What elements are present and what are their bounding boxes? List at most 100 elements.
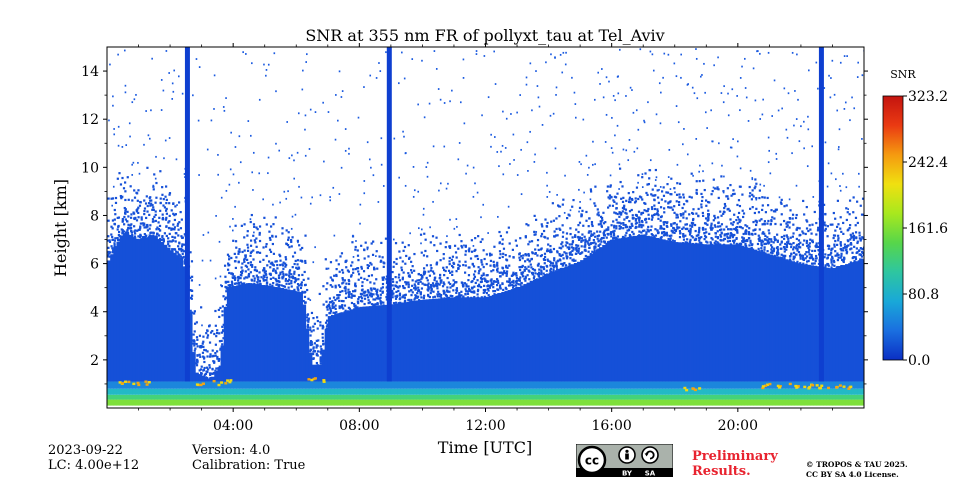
signal-speckle bbox=[165, 212, 169, 215]
surface-layer bbox=[681, 388, 685, 395]
signal-speckle bbox=[640, 196, 643, 199]
surface-layer bbox=[583, 381, 587, 389]
noise-speck bbox=[457, 158, 460, 161]
signal-speckle bbox=[797, 243, 801, 246]
signal-speckle bbox=[445, 289, 448, 292]
signal-speckle bbox=[774, 222, 777, 226]
signal-speckle bbox=[282, 274, 285, 277]
signal-speckle bbox=[597, 214, 600, 217]
signal-speckle bbox=[397, 286, 400, 289]
signal-speckle bbox=[303, 270, 306, 274]
surface-layer bbox=[838, 394, 843, 400]
signal-speckle bbox=[366, 289, 370, 292]
surface-layer bbox=[498, 381, 502, 389]
signal-speckle bbox=[654, 213, 657, 216]
signal-speckle bbox=[420, 251, 423, 254]
signal-speckle bbox=[832, 236, 835, 240]
signal-speckle bbox=[638, 234, 641, 237]
signal-speckle bbox=[286, 243, 290, 247]
surface-layer bbox=[381, 388, 385, 395]
signal-speckle bbox=[460, 290, 463, 293]
signal-speckle bbox=[244, 256, 247, 259]
signal-speckle bbox=[357, 302, 360, 305]
signal-speckle bbox=[418, 279, 421, 282]
noise-speck bbox=[706, 127, 708, 129]
surface-layer bbox=[781, 381, 786, 389]
signal-speckle bbox=[464, 264, 467, 267]
surface-layer bbox=[775, 399, 780, 406]
signal-speckle bbox=[659, 225, 662, 228]
signal-speckle bbox=[296, 239, 299, 242]
noise-speck bbox=[306, 53, 308, 56]
signal-speckle bbox=[460, 294, 463, 297]
surface-layer bbox=[283, 381, 288, 389]
signal-speckle bbox=[181, 248, 184, 252]
signal-speckle bbox=[337, 294, 340, 297]
noise-speck bbox=[829, 96, 832, 99]
signal-speckle bbox=[646, 228, 649, 231]
surface-layer bbox=[750, 399, 755, 406]
surface-layer bbox=[201, 388, 206, 395]
noise-speck bbox=[564, 174, 566, 177]
signal-speckle bbox=[577, 238, 581, 242]
noise-speck bbox=[696, 97, 699, 100]
surface-layer bbox=[485, 388, 490, 395]
signal-speckle bbox=[189, 296, 193, 299]
surface-layer bbox=[135, 388, 139, 395]
signal-speckle bbox=[580, 245, 583, 248]
signal-speckle bbox=[206, 336, 209, 339]
signal-speckle bbox=[320, 351, 323, 354]
signal-speckle bbox=[760, 244, 764, 247]
signal-speckle bbox=[805, 239, 809, 243]
surface-layer bbox=[214, 381, 218, 389]
signal-speckle bbox=[834, 250, 837, 253]
noise-speck bbox=[422, 213, 425, 216]
signal-speckle bbox=[350, 264, 353, 267]
signal-speckle bbox=[395, 290, 398, 293]
noise-speck bbox=[759, 118, 762, 120]
surface-layer bbox=[756, 381, 761, 389]
surface-layer bbox=[170, 399, 174, 406]
signal-speckle bbox=[540, 223, 543, 226]
signal-speckle bbox=[448, 256, 451, 260]
noise-speck bbox=[795, 184, 798, 187]
surface-layer bbox=[640, 388, 644, 395]
signal-speckle bbox=[549, 248, 552, 251]
surface-layer bbox=[526, 394, 531, 400]
surface-layer bbox=[129, 388, 133, 395]
signal-speckle bbox=[287, 238, 290, 241]
surface-layer bbox=[832, 394, 837, 400]
signal-speckle bbox=[527, 254, 531, 257]
signal-speckle bbox=[505, 231, 509, 234]
signal-speckle bbox=[319, 358, 322, 362]
signal-speckle bbox=[646, 209, 649, 212]
signal-speckle bbox=[493, 280, 496, 283]
signal-column bbox=[643, 235, 647, 382]
surface-layer bbox=[170, 394, 174, 400]
surface-layer bbox=[583, 394, 587, 400]
noise-speck bbox=[795, 118, 798, 120]
signal-speckle bbox=[405, 302, 408, 305]
signal-speckle bbox=[189, 309, 192, 312]
signal-speckle bbox=[779, 256, 782, 259]
signal-speckle bbox=[823, 256, 826, 259]
noise-speck bbox=[723, 85, 725, 88]
signal-speckle bbox=[379, 289, 382, 292]
surface-layer bbox=[485, 399, 490, 406]
signal-speckle bbox=[143, 207, 147, 210]
signal-speckle bbox=[502, 247, 506, 250]
signal-speckle bbox=[139, 233, 142, 236]
signal-speckle bbox=[520, 281, 523, 285]
surface-layer bbox=[649, 388, 654, 395]
signal-column bbox=[274, 286, 278, 382]
signal-speckle bbox=[316, 364, 319, 367]
surface-layer bbox=[671, 394, 676, 400]
noise-speck bbox=[525, 83, 528, 86]
surface-layer bbox=[699, 399, 704, 406]
noise-speck bbox=[458, 142, 461, 144]
signal-speckle bbox=[684, 223, 687, 226]
surface-layer bbox=[264, 388, 269, 395]
surface-layer bbox=[482, 381, 486, 389]
signal-speckle bbox=[550, 262, 553, 265]
signal-speckle bbox=[832, 211, 835, 215]
